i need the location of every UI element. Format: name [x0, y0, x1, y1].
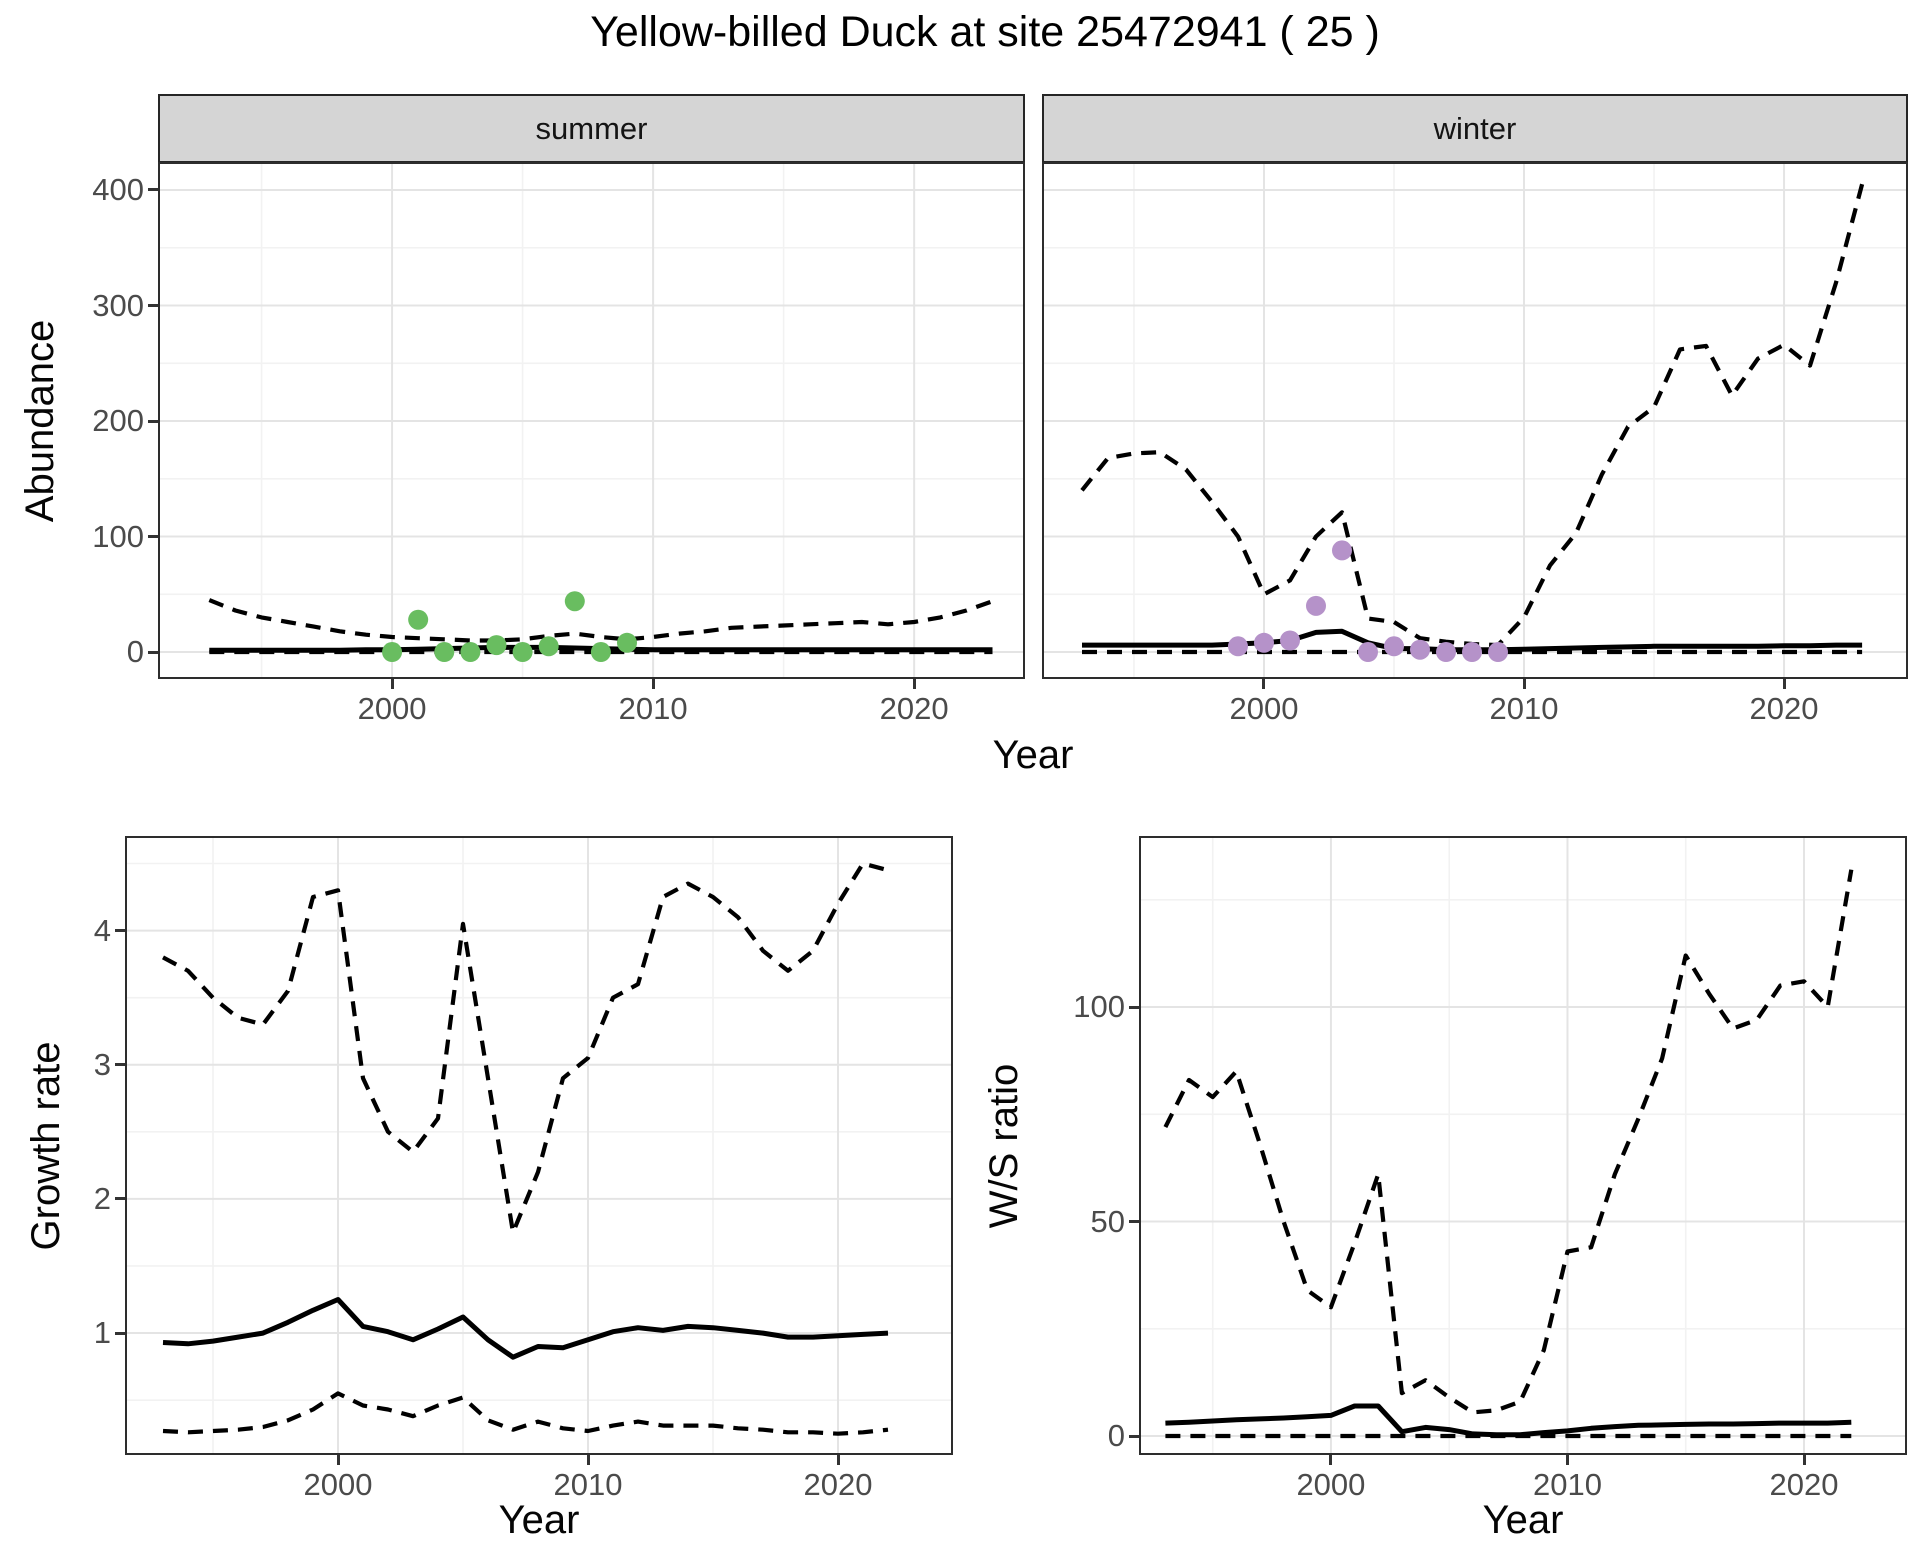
facet-strip-winter: winter [1042, 94, 1908, 164]
summer-observation-point [460, 642, 481, 663]
summer-upper_ci-line [208, 598, 994, 643]
growth-y-tick-label: 4 [93, 912, 111, 948]
panel-ws [1139, 836, 1907, 1455]
growth-lower_ci-line [162, 1391, 889, 1436]
ws-y-tick-label: 100 [1073, 989, 1125, 1025]
winter-observation-point [1384, 636, 1405, 657]
ws-x-tickmark [1565, 1455, 1569, 1465]
growth-x-tick-label: 2000 [303, 1467, 373, 1502]
summer-observation-point [590, 642, 611, 663]
ws-median-line [1165, 1403, 1852, 1438]
growth-x-tickmark [336, 1455, 340, 1465]
winter-observation-point [1488, 642, 1509, 663]
summer-observation-point [486, 635, 507, 656]
summer-y-tick-label: 400 [92, 171, 144, 207]
growth-y-tickmark [115, 1197, 125, 1201]
winter-observation-point [1357, 642, 1378, 663]
winter-x-tickmark [1522, 679, 1526, 689]
summer-x-tick-label: 2010 [618, 691, 688, 726]
summer-observation-point [538, 636, 559, 657]
summer-observation-point [564, 591, 585, 612]
x-axis-title-ws: Year [1482, 1498, 1564, 1542]
summer-x-tickmark [390, 679, 394, 689]
y-axis-title-ws-ratio: W/S ratio [982, 1063, 1026, 1229]
facet-strip-summer-label: summer [535, 110, 648, 146]
winter-x-tick-label: 2010 [1489, 691, 1559, 726]
winter-observation-point [1410, 639, 1431, 660]
ws-x-tick-label: 2020 [1769, 1467, 1839, 1502]
plot-title: Yellow-billed Duck at site 25472941 ( 25… [590, 8, 1380, 56]
summer-y-tick-label: 200 [92, 403, 144, 439]
winter-observation-point [1436, 642, 1457, 663]
ws-x-tick-label: 2010 [1532, 1467, 1602, 1502]
panel-growth [125, 836, 953, 1455]
summer-observation-point [408, 609, 429, 630]
facet-strip-winter-label: winter [1433, 110, 1517, 146]
growth-y-tickmark [115, 929, 125, 933]
summer-y-tick-label: 0 [126, 634, 144, 670]
ws-x-tickmark [1329, 1455, 1333, 1465]
winter-observation-point [1253, 632, 1274, 653]
y-axis-title-growth-rate: Growth rate [24, 1041, 68, 1251]
summer-y-tickmark [148, 188, 158, 192]
summer-y-tick-label: 100 [92, 518, 144, 554]
panel-summer [158, 162, 1025, 679]
panel-winter [1042, 162, 1908, 679]
growth-y-tick-label: 2 [93, 1180, 111, 1216]
growth-y-tick-label: 1 [93, 1315, 111, 1351]
summer-observation-point [382, 642, 403, 663]
ws-y-tick-label: 0 [1107, 1418, 1125, 1453]
winter-upper_ci-line [1080, 183, 1865, 648]
ws-y-tickmark [1129, 1434, 1139, 1438]
summer-y-tickmark [148, 650, 158, 654]
growth-y-tick-label: 3 [93, 1046, 111, 1082]
summer-x-tickmark [651, 679, 655, 689]
winter-observation-point [1279, 630, 1300, 651]
summer-x-tick-label: 2020 [879, 691, 949, 726]
winter-observation-point [1331, 540, 1352, 561]
summer-y-tick-label: 300 [92, 287, 144, 323]
winter-observation-point [1305, 595, 1326, 616]
facet-strip-summer: summer [158, 94, 1025, 164]
summer-x-tickmark [912, 679, 916, 689]
winter-x-tickmark [1782, 679, 1786, 689]
growth-median-line [162, 1297, 889, 1360]
winter-observation-point [1227, 636, 1248, 657]
winter-x-tick-label: 2000 [1229, 691, 1299, 726]
growth-x-tickmark [586, 1455, 590, 1465]
summer-y-tickmark [148, 304, 158, 307]
winter-observation-point [1462, 642, 1483, 663]
growth-x-tickmark [836, 1455, 840, 1465]
ws-y-tick-label: 50 [1090, 1203, 1125, 1239]
summer-y-tickmark [148, 419, 158, 423]
summer-observation-point [617, 632, 638, 653]
ws-x-tick-label: 2000 [1296, 1467, 1366, 1502]
x-axis-title-top: Year [992, 733, 1074, 777]
summer-y-tickmark [148, 535, 158, 539]
summer-observation-point [434, 642, 455, 663]
growth-y-tickmark [115, 1063, 125, 1067]
x-axis-title-growth: Year [498, 1498, 580, 1542]
growth-x-tick-label: 2020 [803, 1467, 873, 1502]
summer-x-tick-label: 2000 [357, 691, 427, 726]
growth-y-tickmark [115, 1331, 125, 1335]
ws-upper_ci-line [1163, 869, 1854, 1415]
growth-upper_ci-line [162, 861, 889, 1235]
summer-observation-point [512, 642, 533, 663]
ws-y-tickmark [1129, 1220, 1139, 1224]
winter-x-tick-label: 2020 [1749, 691, 1819, 726]
ws-x-tickmark [1802, 1455, 1806, 1465]
growth-x-tick-label: 2010 [553, 1467, 623, 1502]
ws-y-tickmark [1129, 1005, 1139, 1009]
winter-x-tickmark [1262, 679, 1266, 689]
